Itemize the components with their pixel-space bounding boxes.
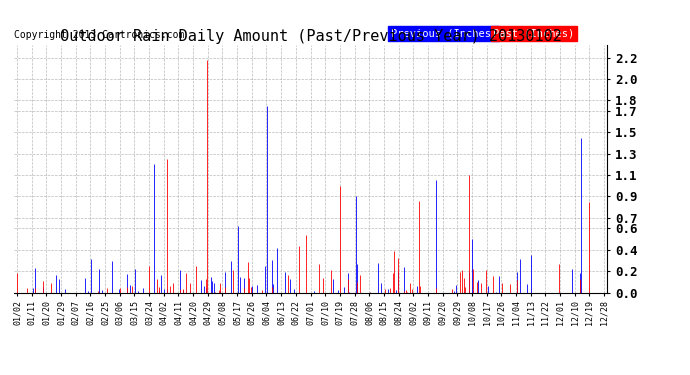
Title: Outdoor Rain Daily Amount (Past/Previous Year) 20130102: Outdoor Rain Daily Amount (Past/Previous… [59, 29, 562, 44]
Text: Past (Inches): Past (Inches) [493, 29, 575, 39]
Text: Previous (Inches): Previous (Inches) [391, 29, 497, 39]
Text: Copyright 2013 Cartronics.com: Copyright 2013 Cartronics.com [14, 30, 184, 40]
